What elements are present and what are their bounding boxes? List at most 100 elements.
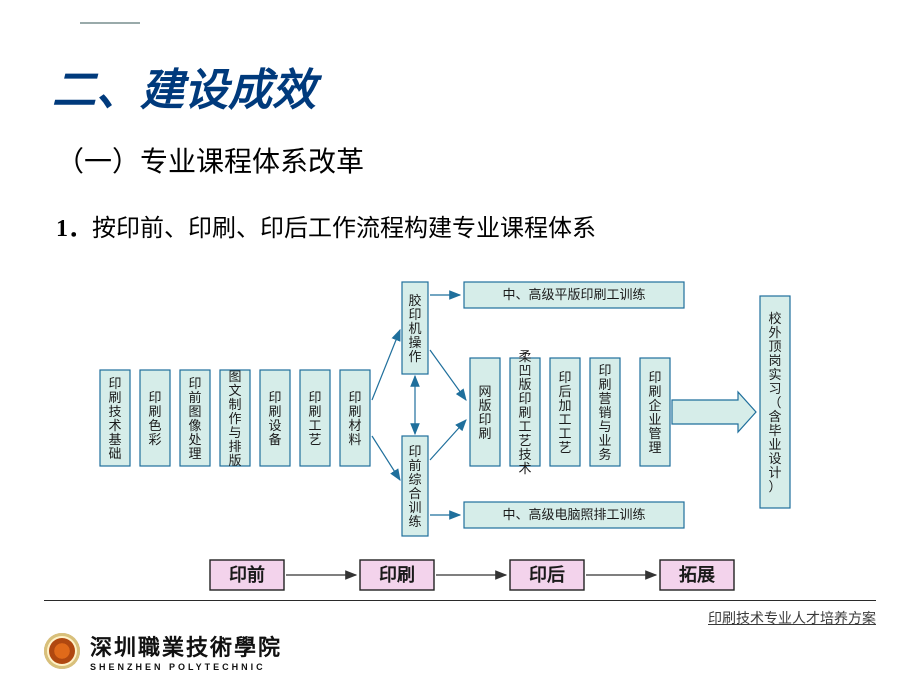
svg-text:设: 设 [768,451,781,466]
svg-text:印前: 印前 [229,564,265,585]
svg-text:凹: 凹 [518,363,531,378]
page-title: 二、建设成效 [52,54,316,118]
svg-text:实: 实 [768,367,781,382]
svg-text:（: （ [768,395,781,410]
svg-text:中、高级平版印刷工训练: 中、高级平版印刷工训练 [502,287,645,302]
svg-text:刷: 刷 [148,404,161,419]
svg-text:前: 前 [188,390,201,405]
svg-text:机: 机 [408,321,421,336]
svg-text:设: 设 [268,418,281,433]
svg-text:印: 印 [408,307,421,322]
logo-icon [44,633,80,669]
svg-text:艺: 艺 [518,433,531,448]
svg-text:制: 制 [228,397,241,412]
arrow [430,420,466,460]
svg-text:工: 工 [518,419,531,434]
svg-text:印: 印 [268,390,281,405]
svg-text:理: 理 [648,440,661,455]
svg-text:印: 印 [598,363,611,378]
svg-text:综: 综 [408,472,421,487]
svg-text:图: 图 [188,404,201,419]
arrow [372,330,400,400]
svg-text:处: 处 [188,432,201,447]
svg-text:版: 版 [478,398,491,413]
svg-text:）: ） [768,479,781,494]
point-1-num: 1． [56,216,92,242]
svg-text:刷: 刷 [348,404,361,419]
svg-text:校: 校 [768,311,781,326]
svg-text:中、高级电脑照排工训练: 中、高级电脑照排工训练 [502,507,645,522]
svg-text:印: 印 [518,391,531,406]
svg-text:技: 技 [518,447,531,462]
svg-text:文: 文 [228,383,241,398]
svg-text:工: 工 [558,426,571,441]
svg-text:营: 营 [598,391,611,406]
svg-text:色: 色 [148,418,161,433]
footer: 深圳職業技術學院 SHENZHEN POLYTECHNIC [44,630,282,672]
svg-text:工: 工 [558,412,571,427]
svg-text:图: 图 [228,369,241,384]
svg-text:计: 计 [768,465,781,480]
svg-text:印: 印 [478,412,491,427]
svg-text:拓展: 拓展 [679,564,716,585]
svg-text:础: 础 [108,446,121,461]
arrow [372,436,400,480]
svg-text:基: 基 [108,432,121,447]
svg-text:训: 训 [408,500,421,515]
footer-link[interactable]: 印刷技术专业人才培养方案 [708,608,876,628]
svg-text:习: 习 [768,381,781,396]
svg-text:刷: 刷 [648,384,661,399]
svg-text:印: 印 [148,390,161,405]
svg-text:与: 与 [598,419,611,434]
svg-text:艺: 艺 [308,432,321,447]
svg-text:彩: 彩 [148,432,161,447]
svg-text:作: 作 [408,349,421,364]
svg-text:印: 印 [108,376,121,391]
svg-text:含: 含 [768,409,781,424]
divider [44,600,876,601]
svg-text:毕: 毕 [768,423,781,438]
point-1: 1．按印前、印刷、印后工作流程构建专业课程体系 [56,208,596,243]
svg-text:业: 业 [598,433,611,448]
svg-text:版: 版 [518,377,531,392]
svg-text:刷: 刷 [518,405,531,420]
svg-text:与: 与 [228,425,241,440]
svg-text:排: 排 [228,439,241,454]
org-name-cn: 深圳職業技術學院 [90,630,282,662]
svg-text:操: 操 [408,335,421,350]
svg-text:后: 后 [558,384,571,399]
svg-text:练: 练 [408,514,421,529]
svg-text:工: 工 [308,418,321,433]
svg-text:材: 材 [348,418,361,433]
svg-text:印: 印 [558,370,571,385]
svg-text:料: 料 [348,432,361,447]
svg-text:作: 作 [228,411,241,426]
svg-text:刷: 刷 [268,404,281,419]
svg-text:印刷: 印刷 [379,565,415,585]
svg-text:胶: 胶 [408,293,421,308]
svg-text:刷: 刷 [108,390,121,405]
svg-text:印: 印 [308,390,321,405]
arrow-big [672,392,756,432]
svg-text:刷: 刷 [308,404,321,419]
svg-text:销: 销 [598,405,611,420]
svg-text:管: 管 [648,426,661,441]
svg-text:前: 前 [408,458,421,473]
point-1-text: 按印前、印刷、印后工作流程构建专业课程体系 [92,216,596,242]
svg-text:印: 印 [348,390,361,405]
svg-text:网: 网 [478,384,491,399]
svg-text:刷: 刷 [478,426,491,441]
svg-text:印: 印 [408,444,421,459]
svg-text:顶: 顶 [768,339,781,354]
svg-text:印: 印 [188,376,201,391]
svg-text:印后: 印后 [529,565,565,585]
svg-text:术: 术 [518,461,531,476]
decorative-line [80,22,140,24]
svg-text:技: 技 [108,404,121,419]
svg-text:务: 务 [598,447,611,462]
svg-text:业: 业 [648,412,661,427]
subtitle: （一）专业课程体系改革 [56,140,364,180]
svg-text:理: 理 [188,446,201,461]
arrow [430,350,466,400]
svg-text:术: 术 [108,418,121,433]
